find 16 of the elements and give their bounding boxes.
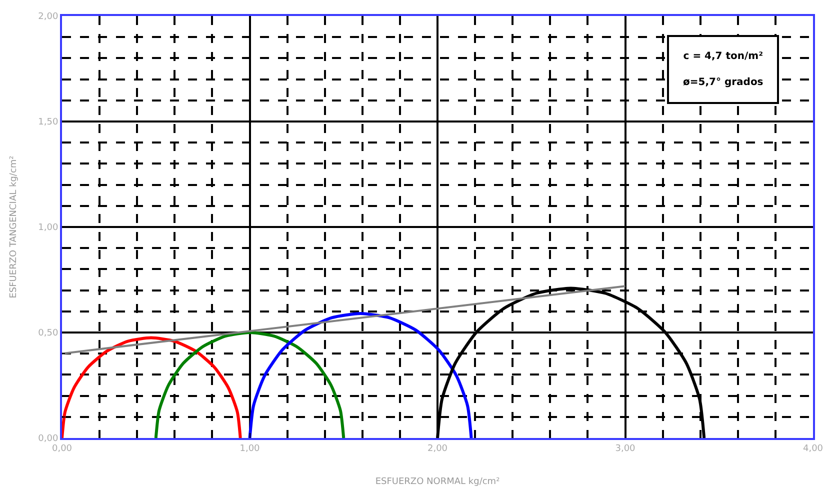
y-tick-label: 1,00 — [38, 223, 58, 234]
y-tick-label: 0,00 — [38, 434, 58, 444]
y-tick-label: 0,50 — [38, 328, 58, 339]
x-tick-label: 1,00 — [240, 444, 260, 454]
x-tick-label: 2,00 — [427, 444, 448, 454]
y-axis-title: ESFUERZO TANGENCIAL kg/cm² — [9, 155, 20, 298]
y-tick-label: 1,50 — [38, 118, 58, 128]
line-series — [154, 331, 346, 438]
x-tick-label: 3,00 — [615, 444, 636, 454]
line-series — [248, 312, 473, 438]
y-tick-label: 2,00 — [38, 12, 58, 22]
line-series — [62, 336, 242, 438]
x-tick-label: 0,00 — [52, 444, 72, 454]
note-box: c = 4,7 ton/m² ø=5,7° grados — [667, 35, 779, 104]
x-axis-title: ESFUERZO NORMAL kg/cm² — [375, 477, 500, 488]
x-tick-label: 4,00 — [802, 444, 824, 454]
